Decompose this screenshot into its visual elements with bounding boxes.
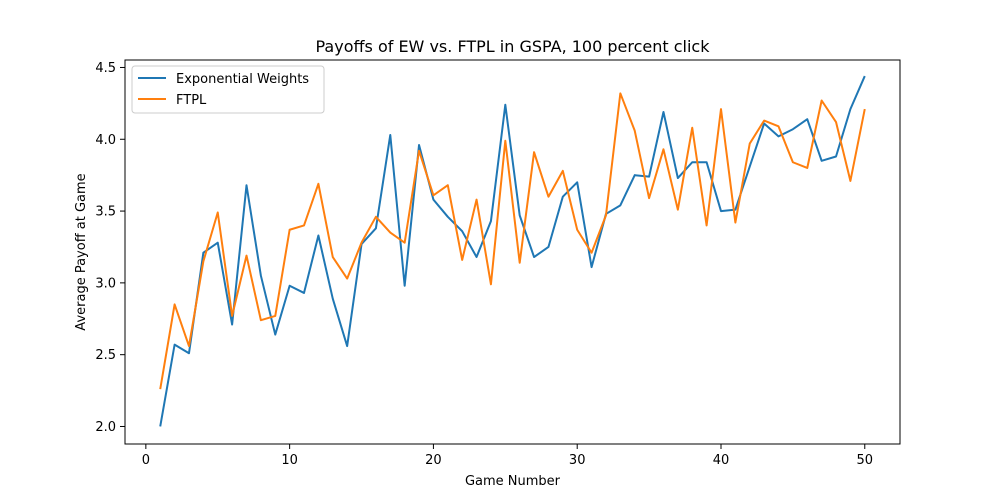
x-tick-label: 50	[856, 453, 873, 468]
legend: Exponential Weights FTPL	[131, 65, 325, 114]
y-axis-label: Average Payoff at Game	[74, 173, 89, 330]
x-tick-label: 10	[281, 453, 298, 468]
plot-area	[159, 75, 866, 427]
legend-frame	[131, 65, 325, 114]
y-tick-label: 2.5	[95, 348, 116, 363]
y-tick-label: 2.0	[95, 420, 116, 435]
y-tick-label: 4.5	[95, 61, 116, 76]
x-axis-label: Game Number	[465, 474, 561, 489]
legend-label-ftpl: FTPL	[176, 93, 207, 108]
y-tick-label: 3.5	[95, 205, 116, 220]
series-line-ftpl	[159, 92, 866, 390]
x-axis: 0 10 20 30 40 50	[142, 444, 873, 468]
y-tick-label: 4.0	[95, 133, 116, 148]
legend-label-ew: Exponential Weights	[176, 72, 309, 87]
chart-title: Payoffs of EW vs. FTPL in GSPA, 100 perc…	[316, 37, 711, 56]
y-tick-label: 3.0	[95, 276, 116, 291]
series-line-exponential-weights	[159, 75, 866, 427]
x-tick-label: 20	[425, 453, 442, 468]
x-tick-label: 0	[142, 453, 150, 468]
axes-frame	[124, 59, 901, 445]
y-axis: 2.0 2.5 3.0 3.5 4.0 4.5	[95, 61, 125, 435]
x-tick-label: 30	[569, 453, 586, 468]
x-tick-label: 40	[713, 453, 730, 468]
